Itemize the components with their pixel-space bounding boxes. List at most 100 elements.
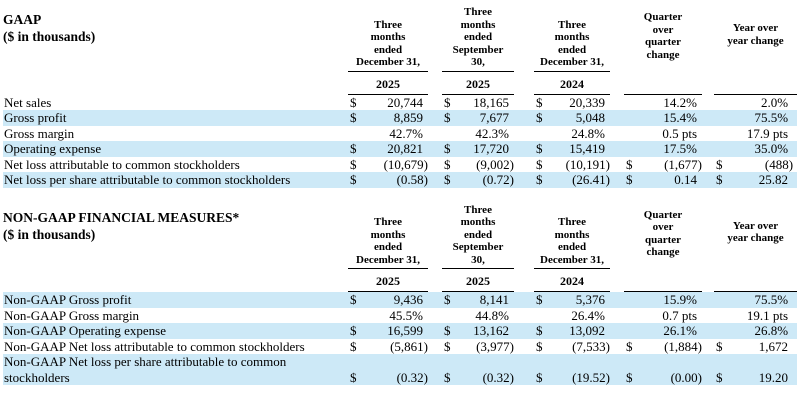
year-header-qoq-rule [624, 71, 703, 95]
spacer-cell [428, 141, 442, 157]
table-row: Non-GAAP Net loss attributable to common… [3, 339, 797, 355]
spacer-cell [702, 172, 714, 188]
row-label: Gross profit [4, 110, 67, 125]
currency-symbol: $ [536, 110, 543, 125]
row-label: Non-GAAP Operating expense [4, 323, 166, 338]
spacer-cell [514, 172, 534, 188]
cell-value: 42.7% [389, 125, 423, 141]
currency-symbol [714, 308, 730, 324]
cell-value: 8,141 [479, 292, 509, 307]
spacer-cell [702, 204, 714, 269]
spacer-cell [702, 323, 714, 339]
currency-symbol [624, 141, 640, 157]
currency-symbol [714, 110, 730, 126]
row-label: Non-GAAP Gross profit [4, 292, 132, 307]
cell-value: (0.00) [670, 369, 703, 385]
section-subtitle: ($ in thousands) [3, 29, 96, 44]
spacer-cell [514, 323, 534, 339]
currency-symbol: $ [536, 292, 543, 307]
spacer-cell [428, 308, 442, 324]
cell-value: 75.5% [754, 110, 789, 125]
spacer-cell [428, 94, 442, 110]
cell-value: 20,744 [387, 94, 423, 110]
cell-value: (9,002) [476, 156, 514, 172]
currency-symbol: $ [626, 156, 633, 172]
spacer-cell [610, 94, 624, 110]
currency-symbol: $ [536, 141, 543, 156]
currency-symbol: $ [350, 94, 357, 110]
currency-symbol: $ [444, 156, 451, 172]
cell-value: 14.2% [663, 94, 698, 110]
year-header-3: 2024 [534, 268, 610, 292]
cell-value: (19.52) [572, 369, 610, 385]
header-row-periods: NON-GAAP FINANCIAL MEASURES* ($ in thous… [3, 203, 797, 269]
table-row: Non-GAAP Net loss per share attributable… [3, 354, 798, 385]
currency-symbol: $ [536, 369, 543, 385]
spacer-cell [610, 292, 624, 308]
cell-value: 26.1% [663, 323, 698, 338]
spacer-cell [428, 71, 442, 94]
spacer-cell [428, 269, 442, 292]
cell-value: 45.5% [389, 307, 423, 323]
spacer-cell [514, 308, 534, 324]
spacer-cell [702, 71, 714, 94]
currency-symbol: $ [716, 156, 723, 172]
section-title: GAAP [3, 12, 42, 27]
table-row: Operating expense $20,821 $17,720 $15,419 17… [3, 141, 798, 157]
currency-symbol [714, 323, 730, 339]
cell-value: (488) [764, 156, 794, 172]
non-gaap-table-body: Non-GAAP Gross profit $9,436 $8,141 $5,376 1… [3, 291, 798, 385]
currency-symbol: $ [536, 323, 543, 338]
spacer-cell [428, 323, 442, 339]
currency-symbol: $ [350, 369, 357, 385]
cell-value: 18,165 [473, 94, 509, 110]
column-header-period-3: Three months ended December 31, [534, 6, 610, 72]
header-row-years: 2025 2025 2024 [3, 268, 798, 292]
year-header-3: 2024 [534, 71, 610, 95]
cell-value: 15,419 [569, 141, 605, 156]
currency-symbol: $ [444, 172, 451, 187]
spacer-cell [610, 126, 624, 142]
currency-symbol: $ [716, 172, 723, 187]
currency-symbol [624, 308, 640, 324]
cell-value: (7,533) [572, 338, 610, 354]
section-title: NON-GAAP FINANCIAL MEASURES* [3, 209, 240, 225]
spacer-cell [428, 339, 442, 355]
currency-symbol [714, 141, 730, 157]
cell-value: 13,162 [473, 323, 509, 338]
cell-value: 42.3% [475, 125, 509, 141]
cell-value: (0.58) [396, 172, 428, 187]
column-header-period-1: Three months ended December 31, [348, 203, 428, 269]
row-label: Non-GAAP Net loss attributable to common… [4, 338, 305, 354]
spacer-cell [428, 172, 442, 188]
cell-value: 17.9 pts [746, 125, 789, 141]
currency-symbol: $ [350, 156, 357, 172]
currency-symbol: $ [444, 338, 451, 354]
cell-value: (10,679) [383, 156, 428, 172]
currency-symbol [534, 308, 550, 324]
spacer-cell [514, 71, 534, 94]
section-title-cell: NON-GAAP FINANCIAL MEASURES* ($ in thous… [3, 204, 348, 269]
currency-symbol [624, 110, 640, 126]
cell-value: (0.32) [396, 369, 428, 385]
header-row-periods: GAAP ($ in thousands) Three months ended… [3, 6, 797, 72]
currency-symbol: $ [444, 369, 451, 385]
spacer-cell [428, 157, 442, 173]
cell-value: 16,599 [387, 323, 423, 338]
currency-symbol: $ [350, 338, 357, 354]
spacer-cell [514, 141, 534, 157]
currency-symbol [442, 126, 458, 142]
row-label: Non-GAAP Gross margin [4, 307, 140, 323]
spacer-cell [514, 354, 534, 385]
currency-symbol: $ [444, 292, 451, 307]
spacer-cell [702, 94, 714, 110]
cell-value: 19.1 pts [746, 307, 789, 323]
currency-symbol [348, 126, 364, 142]
spacer-cell [428, 126, 442, 142]
row-label: Non-GAAP Net loss per share attributable… [4, 354, 287, 385]
currency-symbol: $ [626, 338, 633, 354]
currency-symbol [534, 126, 550, 142]
cell-value: 15.9% [663, 292, 698, 307]
table-row: Net sales $20,744 $18,165 $20,339 14.2% 2.0% [3, 94, 797, 110]
spacer-cell [702, 157, 714, 173]
